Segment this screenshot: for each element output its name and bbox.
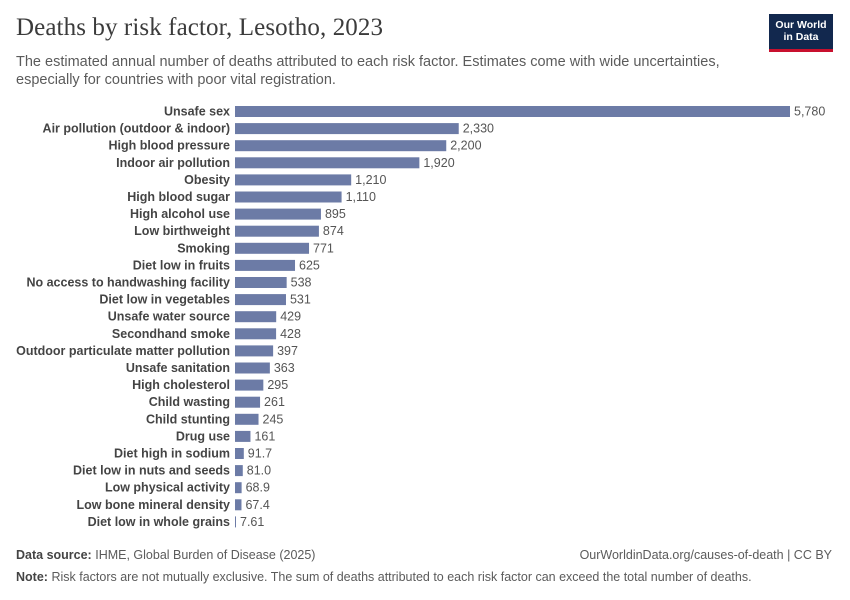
value-label: 68.9 xyxy=(246,481,270,495)
category-label: No access to handwashing facility xyxy=(26,276,230,290)
bar[interactable] xyxy=(235,259,296,271)
value-label: 245 xyxy=(263,412,284,426)
data-source-text[interactable]: IHME, Global Burden of Disease (2025) xyxy=(95,548,316,562)
bar[interactable] xyxy=(235,379,264,391)
bar[interactable] xyxy=(235,516,236,528)
category-label: Secondhand smoke xyxy=(112,327,230,341)
bar[interactable] xyxy=(235,106,790,117)
category-labels: Unsafe sex Air pollution (outdoor & indoo… xyxy=(16,105,231,529)
value-label: 91.7 xyxy=(248,447,272,461)
category-label: Diet high in sodium xyxy=(114,447,230,461)
logo-line-2: in Data xyxy=(783,31,819,43)
bar[interactable] xyxy=(235,174,352,186)
value-label: 1,210 xyxy=(355,173,386,187)
bar[interactable] xyxy=(235,277,287,288)
bar[interactable] xyxy=(235,311,277,323)
bar[interactable] xyxy=(235,413,259,425)
note-label: Note: xyxy=(16,570,48,584)
category-label: Diet low in nuts and seeds xyxy=(73,464,230,478)
value-label: 874 xyxy=(323,224,344,238)
bar[interactable] xyxy=(235,191,342,203)
chart-title: Deaths by risk factor, Lesotho, 2023 xyxy=(16,14,384,41)
category-label: Low birthweight xyxy=(134,224,231,238)
value-label: 363 xyxy=(274,361,295,375)
value-label: 531 xyxy=(290,293,311,307)
value-label: 429 xyxy=(280,310,301,324)
value-label: 771 xyxy=(313,241,334,255)
category-label: Indoor air pollution xyxy=(116,156,230,170)
category-label: Drug use xyxy=(176,429,230,443)
value-label: 261 xyxy=(264,395,285,409)
category-label: Low physical activity xyxy=(105,481,230,495)
value-label: 161 xyxy=(254,429,275,443)
value-label: 538 xyxy=(291,276,312,290)
category-label: High cholesterol xyxy=(132,378,230,392)
value-label: 1,110 xyxy=(346,190,376,204)
bar-chart: Unsafe sex Air pollution (outdoor & indoo… xyxy=(16,105,825,529)
bar[interactable] xyxy=(235,157,420,169)
value-label: 295 xyxy=(267,378,288,392)
value-label: 81.0 xyxy=(247,464,271,478)
bar[interactable] xyxy=(235,465,243,477)
value-label: 2,330 xyxy=(463,122,494,136)
category-label: Air pollution (outdoor & indoor) xyxy=(43,122,230,136)
value-label: 2,200 xyxy=(450,139,481,153)
category-label: Diet low in fruits xyxy=(133,258,230,272)
category-label: Diet low in whole grains xyxy=(88,515,230,529)
value-label: 5,780 xyxy=(794,105,825,119)
note-text: Risk factors are not mutually exclusive.… xyxy=(51,570,752,584)
category-label: Smoking xyxy=(177,241,230,255)
value-label: 1,920 xyxy=(423,156,454,170)
value-label: 428 xyxy=(280,327,301,341)
bar[interactable] xyxy=(235,225,319,237)
bar[interactable] xyxy=(235,345,274,357)
data-source: Data source: IHME, Global Burden of Dise… xyxy=(16,548,315,562)
category-label: Unsafe sanitation xyxy=(126,361,230,375)
bar[interactable] xyxy=(235,430,251,442)
category-label: Child stunting xyxy=(146,412,230,426)
category-label: Low bone mineral density xyxy=(77,498,231,512)
bar[interactable] xyxy=(235,482,242,494)
bar[interactable] xyxy=(235,362,270,374)
category-label: Unsafe sex xyxy=(164,105,230,119)
category-label: Child wasting xyxy=(149,395,230,409)
bar[interactable] xyxy=(235,294,286,306)
category-label: High blood sugar xyxy=(127,190,230,204)
bar[interactable] xyxy=(235,123,459,135)
category-label: Outdoor particulate matter pollution xyxy=(16,344,230,358)
category-label: Obesity xyxy=(184,173,230,187)
bar[interactable] xyxy=(235,208,321,220)
owid-link[interactable]: OurWorldinData.org/causes-of-death | CC … xyxy=(579,548,832,562)
value-label: 67.4 xyxy=(245,498,269,512)
bar[interactable] xyxy=(235,242,310,254)
category-label: High blood pressure xyxy=(108,139,230,153)
value-label: 397 xyxy=(277,344,298,358)
category-label: Unsafe water source xyxy=(108,310,230,324)
chart-subtitle: The estimated annual number of deaths at… xyxy=(16,54,720,88)
category-label: High alcohol use xyxy=(130,207,230,221)
value-label: 625 xyxy=(299,258,320,272)
bar[interactable] xyxy=(235,140,447,152)
chart-note: Note: Risk factors are not mutually excl… xyxy=(16,570,752,584)
value-label: 895 xyxy=(325,207,346,221)
bar[interactable] xyxy=(235,448,244,459)
owid-logo[interactable]: Our World in Data xyxy=(769,14,833,52)
logo-line-1: Our World xyxy=(775,19,827,31)
value-label: 7.61 xyxy=(240,515,264,529)
bar[interactable] xyxy=(235,328,277,340)
bar[interactable] xyxy=(235,499,242,511)
data-source-label: Data source: xyxy=(16,548,92,562)
bar[interactable] xyxy=(235,396,261,408)
bars xyxy=(235,106,790,528)
category-label: Diet low in vegetables xyxy=(99,293,230,307)
